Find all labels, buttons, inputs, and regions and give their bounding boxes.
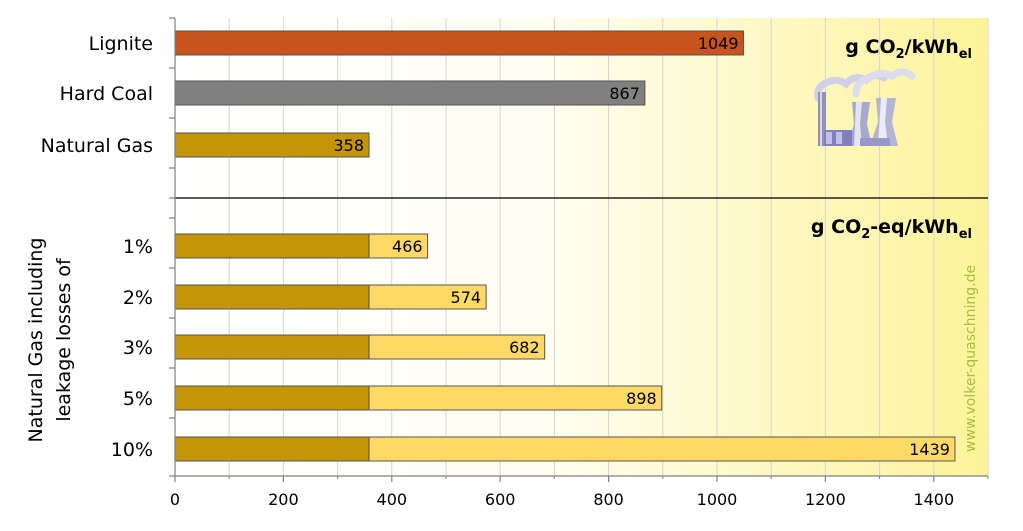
data-label: 682 <box>509 338 540 357</box>
data-label: 574 <box>451 288 482 307</box>
x-tick-label: 200 <box>268 490 299 509</box>
category-label: 3% <box>123 337 153 359</box>
data-label: 358 <box>333 136 364 155</box>
x-tick-label: 1400 <box>913 490 954 509</box>
bottom-bars: 466 1% 574 2% 682 3% 898 5% 1439 10% <box>111 233 956 462</box>
category-label: Hard Coal <box>60 83 153 105</box>
watermark: www.volker-quaschning.de <box>963 265 979 452</box>
bar <box>174 80 646 106</box>
bar-leakage-segment <box>368 233 429 259</box>
data-label: 1439 <box>909 440 950 459</box>
top-unit-label: g CO2/kWhel <box>845 36 972 62</box>
category-label: 1% <box>123 236 153 258</box>
data-label: 867 <box>609 84 640 103</box>
x-tick-label: 0 <box>170 490 180 509</box>
bottom-unit-label: g CO2-eq/kWhel <box>811 216 972 242</box>
x-tick-label: 400 <box>377 490 408 509</box>
bar-leakage-segment <box>368 436 956 462</box>
x-axis-ticks: 0 200 400 600 800 1000 1200 1400 <box>170 476 989 509</box>
category-label: Lignite <box>89 33 153 55</box>
bottom-group-label-line2: leakage losses of <box>53 257 75 422</box>
category-label: 10% <box>111 439 153 461</box>
data-label: 898 <box>626 389 657 408</box>
top-bars: 1049 Lignite 867 Hard Coal 358 Natural Gas <box>41 30 745 158</box>
bar <box>174 30 745 56</box>
bar-leakage-segment <box>368 334 546 360</box>
y-tick-marks <box>169 17 175 477</box>
bar-leakage-segment <box>368 385 663 411</box>
data-label: 466 <box>392 237 423 256</box>
bar-leakage-segment <box>368 284 487 310</box>
bar-base-segment <box>174 334 370 360</box>
x-tick-label: 600 <box>485 490 516 509</box>
bar-base-segment <box>174 436 370 462</box>
x-tick-label: 1200 <box>805 490 846 509</box>
bar-base-segment <box>174 284 370 310</box>
x-tick-label: 800 <box>593 490 624 509</box>
category-label: 2% <box>123 287 153 309</box>
bar-base-segment <box>174 233 370 259</box>
power-plant-icon <box>814 68 916 146</box>
data-label: 1049 <box>698 34 739 53</box>
category-label: Natural Gas <box>41 135 153 157</box>
bottom-group-label: Natural Gas including <box>25 238 47 443</box>
category-label: 5% <box>123 388 153 410</box>
x-tick-label: 1000 <box>697 490 738 509</box>
bar-base-segment <box>174 385 370 411</box>
